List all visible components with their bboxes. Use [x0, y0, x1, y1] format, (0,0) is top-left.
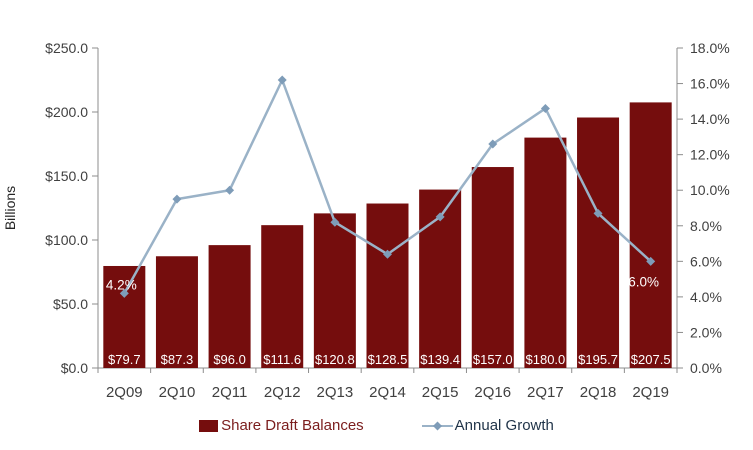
- legend-label-share-draft-balances: Share Draft Balances: [221, 417, 364, 434]
- bar-value-label: $120.8: [315, 352, 355, 367]
- growth-marker-2Q10: [172, 194, 182, 204]
- bar-2Q10: [155, 256, 198, 368]
- left-axis-tick-label: $0.0: [61, 360, 88, 376]
- left-axis-tick-label: $250.0: [45, 40, 88, 56]
- x-axis-label-2Q12: 2Q12: [264, 384, 301, 401]
- chart-legend: Share Draft Balances Annual Growth: [0, 417, 753, 434]
- growth-marker-2Q17: [540, 103, 550, 113]
- right-axis-tick-label: 2.0%: [690, 324, 722, 340]
- left-axis-tick-label: $200.0: [45, 104, 88, 120]
- x-axis-label-2Q14: 2Q14: [369, 384, 406, 401]
- growth-marker-2Q11: [225, 185, 235, 195]
- x-axis-label-2Q16: 2Q16: [474, 384, 511, 401]
- x-axis-label-2Q17: 2Q17: [527, 384, 564, 401]
- bar-value-label: $128.5: [368, 352, 408, 367]
- bar-value-label: $96.0: [213, 352, 246, 367]
- line-marker-icon: [421, 421, 453, 430]
- growth-marker-2Q15: [435, 212, 445, 222]
- x-axis-label-2Q18: 2Q18: [580, 384, 617, 401]
- bar-2Q11: [208, 245, 251, 368]
- annotation-4.2%: 4.2%: [106, 277, 137, 292]
- growth-marker-2Q09: [119, 288, 129, 298]
- x-axis-label-2Q11: 2Q11: [212, 384, 248, 401]
- left-axis-tick-label: $100.0: [45, 232, 88, 248]
- bar-2Q09: [103, 265, 146, 368]
- bar-value-label: $195.7: [578, 352, 618, 367]
- left-axis-tick-label: $150.0: [45, 168, 88, 184]
- growth-marker-2Q13: [330, 217, 340, 227]
- right-axis-tick-label: 10.0%: [690, 182, 730, 198]
- legend-item-annual-growth: Annual Growth: [421, 417, 554, 434]
- x-axis-label-2Q19: 2Q19: [632, 384, 669, 401]
- bar-value-label: $79.7: [108, 352, 141, 367]
- bar-series-swatch-icon: [199, 419, 219, 432]
- growth-marker-2Q16: [488, 139, 498, 149]
- bar-2Q14: [366, 203, 409, 368]
- bar-2Q13: [313, 213, 356, 368]
- growth-marker-2Q14: [383, 249, 392, 259]
- annotation-6.0%: 6.0%: [628, 274, 659, 289]
- left-axis-title: Billions: [2, 186, 18, 230]
- growth-marker-2Q12: [277, 75, 287, 85]
- right-axis-tick-label: 8.0%: [690, 218, 722, 234]
- legend-label-annual-growth: Annual Growth: [454, 417, 554, 434]
- x-axis-label-2Q10: 2Q10: [159, 384, 196, 401]
- bar-2Q12: [261, 225, 304, 368]
- right-axis-tick-label: 0.0%: [690, 360, 722, 376]
- x-axis-label-2Q09: 2Q09: [106, 384, 143, 401]
- x-axis-label-2Q13: 2Q13: [317, 384, 354, 401]
- growth-marker-2Q19: [646, 256, 656, 266]
- bar-value-label: $111.6: [263, 352, 301, 367]
- growth-marker-2Q18: [593, 208, 603, 218]
- bar-value-label: $207.5: [631, 352, 671, 367]
- bar-value-label: $87.3: [161, 352, 194, 367]
- legend-item-share-draft-balances: Share Draft Balances: [199, 417, 364, 434]
- right-axis-tick-label: 18.0%: [690, 40, 730, 56]
- right-axis-tick-label: 12.0%: [690, 147, 730, 163]
- x-axis-label-2Q15: 2Q15: [422, 384, 459, 401]
- right-axis-tick-label: 16.0%: [690, 76, 730, 92]
- right-axis-tick-label: 14.0%: [690, 111, 730, 127]
- bar-value-label: $139.4: [420, 352, 460, 367]
- right-axis-tick-label: 6.0%: [690, 253, 722, 269]
- bar-value-label: $180.0: [526, 352, 566, 367]
- bar-2Q17: [524, 137, 567, 368]
- bar-2Q16: [471, 167, 514, 368]
- bar-2Q19: [629, 102, 672, 369]
- right-axis-tick-label: 4.0%: [690, 289, 722, 305]
- bar-2Q18: [577, 117, 620, 368]
- left-axis-tick-label: $50.0: [53, 296, 88, 312]
- bar-value-label: $157.0: [473, 352, 513, 367]
